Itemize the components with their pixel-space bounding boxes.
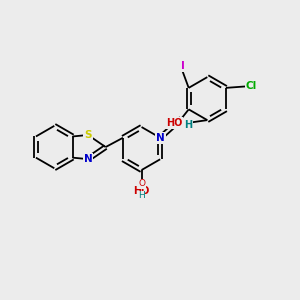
Text: N: N	[156, 133, 165, 143]
Text: HO: HO	[134, 186, 150, 196]
Text: N: N	[84, 154, 92, 164]
Text: O: O	[138, 179, 145, 188]
Text: HO: HO	[166, 118, 182, 128]
Text: I: I	[181, 61, 185, 71]
Text: H: H	[138, 191, 145, 200]
Text: S: S	[84, 130, 92, 140]
Text: Cl: Cl	[246, 81, 257, 92]
Text: H: H	[184, 119, 192, 130]
